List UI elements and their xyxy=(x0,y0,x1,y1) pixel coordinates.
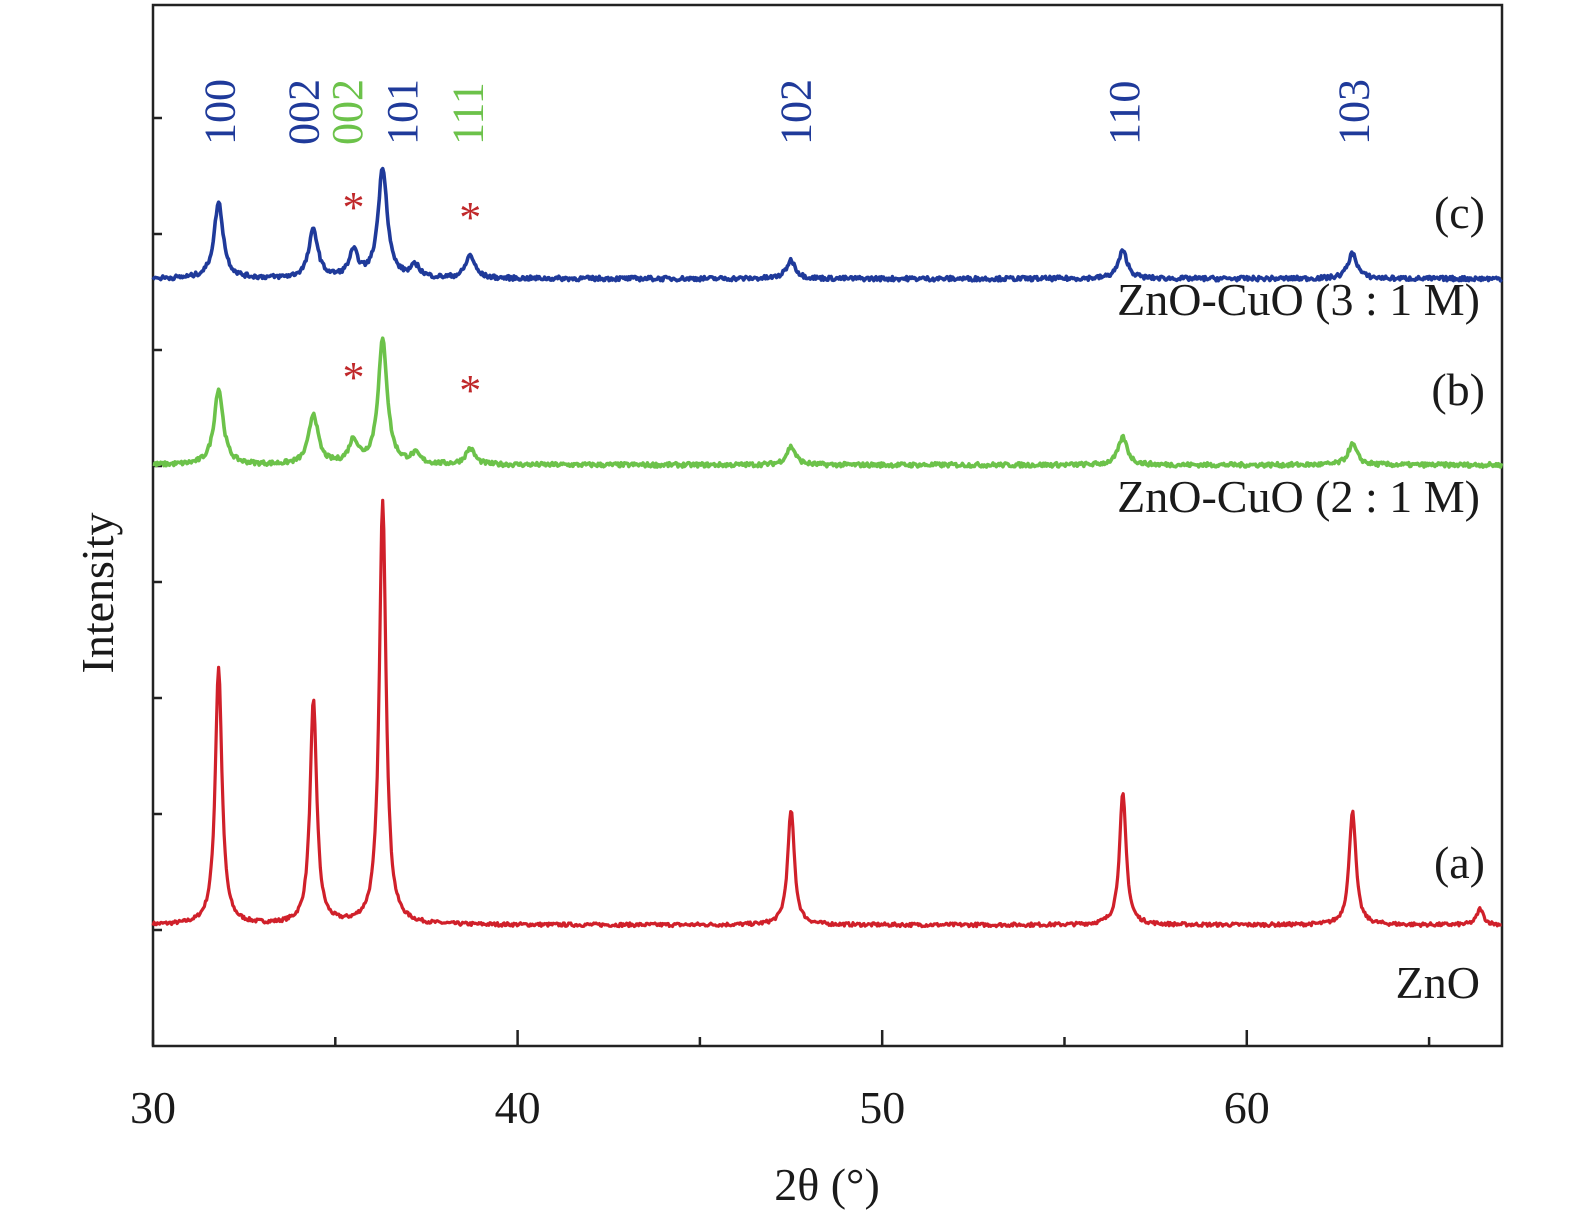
peak-label: 100 xyxy=(196,79,245,145)
x-tick-label: 60 xyxy=(1224,1082,1270,1133)
series-line-2 xyxy=(151,166,1503,283)
x-tick-label: 40 xyxy=(495,1082,541,1133)
series-name-label: ZnO-CuO (2 : 1 M) xyxy=(1117,471,1480,522)
cuo-marker: * xyxy=(343,353,365,402)
cuo-marker: * xyxy=(459,366,481,415)
peak-label: 110 xyxy=(1100,81,1149,145)
series-tag-label: (b) xyxy=(1431,364,1485,415)
x-axis-title: 2θ (°) xyxy=(774,1159,880,1210)
x-tick-label: 50 xyxy=(859,1082,905,1133)
series-line-0 xyxy=(151,498,1503,929)
peak-label: 101 xyxy=(378,79,427,145)
series-line-1 xyxy=(152,336,1504,469)
plot-frame xyxy=(151,3,1504,1048)
series-tag-label: (c) xyxy=(1434,187,1485,238)
series-layer xyxy=(151,166,1504,929)
peak-label: 002 xyxy=(280,79,329,145)
series-name-label: ZnO xyxy=(1396,957,1480,1008)
peak-label: 002 xyxy=(323,79,372,145)
y-axis-title: Intensity xyxy=(72,513,123,674)
axes: 30 40 50 60 xyxy=(130,3,1504,1133)
cuo-marker: * xyxy=(343,183,365,232)
cuo-marker: * xyxy=(459,193,481,242)
series-tag-label: (a) xyxy=(1434,837,1485,888)
series-name-label: ZnO-CuO (3 : 1 M) xyxy=(1117,274,1480,325)
peak-label: 103 xyxy=(1330,79,1379,145)
x-tick-label: 30 xyxy=(130,1082,176,1133)
annotations: ZnO (a) ZnO-CuO (2 : 1 M) (b) ZnO-CuO (3 : 1… xyxy=(196,79,1485,1008)
peak-label: 111 xyxy=(444,82,493,145)
peak-label: 102 xyxy=(772,79,821,145)
